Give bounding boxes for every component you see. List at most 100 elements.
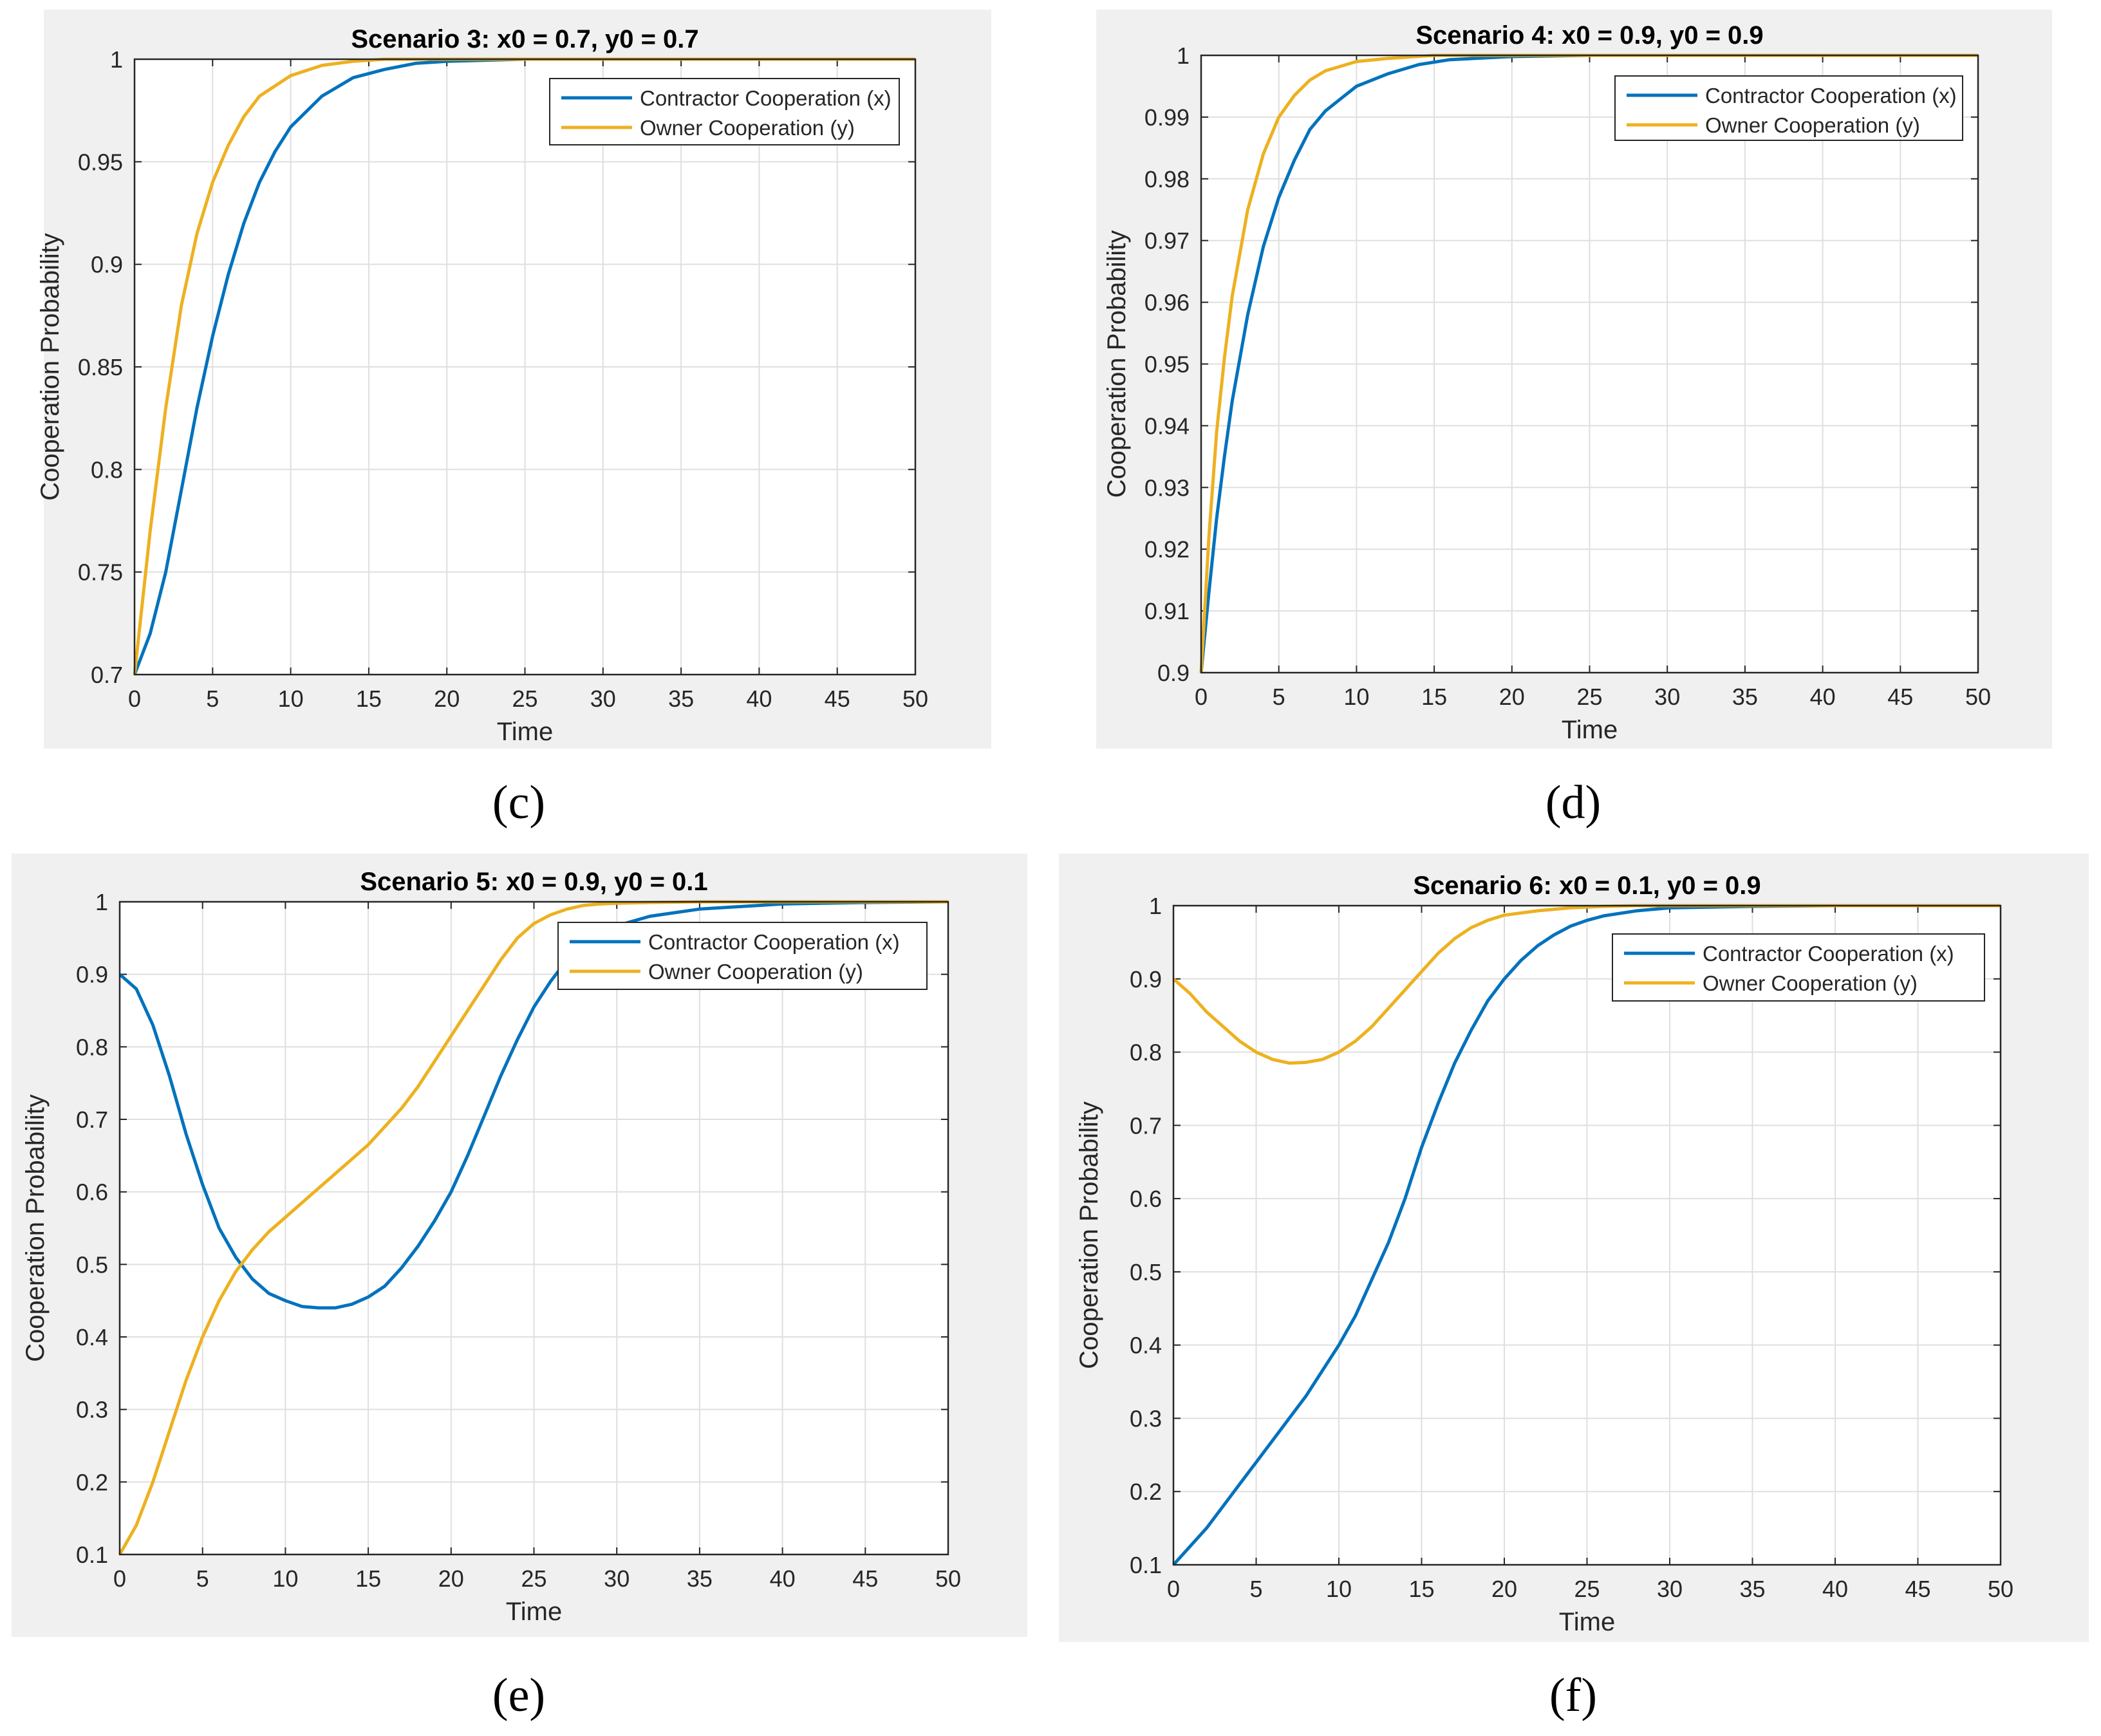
- x-tick-label: 25: [1576, 684, 1602, 710]
- chart-title: Scenario 3: x0 = 0.7, y0 = 0.7: [351, 25, 698, 53]
- x-tick-label: 20: [1491, 1576, 1517, 1602]
- chart-svg-scenario-3: 0 5 10 15 20 25 30 35 40 45 50 0.7 0.75 0.8 0.85 0.9 0.9…: [36, 25, 928, 746]
- chart-panel-scenario-6: 0 5 10 15 20 25 30 35 40 45 50 0.1 0.2 0.3 0.4 0.5 0.6 0.…: [1059, 854, 2089, 1642]
- x-tick-label: 15: [1421, 684, 1447, 710]
- x-tick-label: 40: [746, 686, 772, 712]
- x-tick-label: 30: [1657, 1576, 1683, 1602]
- y-tick-label: 0.5: [76, 1251, 108, 1278]
- figure-label-e: (e): [492, 1669, 546, 1722]
- x-axis-label: Time: [1562, 716, 1618, 744]
- x-tick-label: 40: [770, 1565, 796, 1592]
- x-tick-label: 10: [1343, 684, 1369, 710]
- y-tick-label: 0.6: [1130, 1186, 1162, 1212]
- x-tick-label: 10: [1326, 1576, 1352, 1602]
- x-tick-label: 20: [434, 686, 460, 712]
- x-tick-label: 15: [356, 686, 382, 712]
- x-tick-label: 35: [1732, 684, 1758, 710]
- x-tick-label: 10: [272, 1565, 298, 1592]
- y-tick-label: 0.1: [1130, 1552, 1162, 1578]
- axes-box: [118, 901, 949, 1556]
- x-tick-label: 35: [687, 1565, 713, 1592]
- legend-label-contractor: Contractor Cooperation (x): [1703, 942, 1954, 966]
- chart-svg-scenario-5: 0 5 10 15 20 25 30 35 40 45 50 0.1 0.2 0.3 0.4 0.5 0.6 0.…: [21, 868, 961, 1626]
- y-tick-label: 0.91: [1144, 598, 1190, 624]
- legend-box: [549, 78, 900, 145]
- legend-label-contractor: Contractor Cooperation (x): [1705, 84, 1957, 107]
- legend-label-contractor: Contractor Cooperation (x): [648, 930, 900, 954]
- legend: Contractor Cooperation (x) Owner Cooperat…: [1614, 75, 1963, 141]
- y-tick-label: 0.85: [78, 354, 123, 380]
- x-tick-label: 5: [1249, 1576, 1262, 1602]
- y-tick-label: 0.9: [1130, 966, 1162, 993]
- figure-label-c: (c): [492, 776, 546, 829]
- x-tick-label: 25: [521, 1565, 546, 1592]
- y-tick-label: 0.5: [1130, 1259, 1162, 1285]
- y-tick-label: 0.8: [1130, 1040, 1162, 1066]
- x-tick-label: 0: [1167, 1576, 1180, 1602]
- y-tick-label: 0.8: [76, 1034, 108, 1060]
- y-tick-label: 1: [1177, 42, 1190, 69]
- y-tick-label: 0.75: [78, 559, 123, 586]
- x-tick-label: 45: [852, 1565, 878, 1592]
- legend: Contractor Cooperation (x) Owner Cooperat…: [549, 78, 900, 145]
- axes-box: [1172, 904, 2002, 1566]
- y-axis-label: Cooperation Probability: [36, 233, 64, 501]
- y-tick-label: 0.94: [1144, 413, 1190, 439]
- x-tick-label: 30: [1654, 684, 1680, 710]
- x-tick-label: 5: [1273, 684, 1285, 710]
- legend: Contractor Cooperation (x) Owner Cooperat…: [1612, 933, 1985, 1002]
- y-tick-label: 1: [1149, 893, 1162, 919]
- x-tick-label: 20: [438, 1565, 464, 1592]
- chart-title: Scenario 6: x0 = 0.1, y0 = 0.9: [1413, 872, 1760, 900]
- x-tick-label: 50: [1988, 1576, 2013, 1602]
- legend-label-contractor: Contractor Cooperation (x): [640, 86, 892, 110]
- y-tick-label: 0.1: [76, 1542, 108, 1568]
- figure-label-d: (d): [1545, 776, 1601, 829]
- y-tick-label: 0.9: [76, 962, 108, 988]
- chart-svg-scenario-4: 0 5 10 15 20 25 30 35 40 45 50 0.9 0.91 0.92 0.93 0.94 0…: [1103, 21, 1991, 744]
- y-tick-label: 0.9: [1157, 660, 1190, 686]
- axes-box: [133, 58, 917, 676]
- x-tick-label: 50: [935, 1565, 961, 1592]
- x-tick-label: 35: [1739, 1576, 1765, 1602]
- x-tick-label: 10: [278, 686, 304, 712]
- legend-label-owner: Owner Cooperation (y): [648, 960, 863, 984]
- y-tick-label: 0.7: [1130, 1112, 1162, 1139]
- y-tick-label: 0.6: [76, 1179, 108, 1206]
- legend-label-owner: Owner Cooperation (y): [1705, 113, 1920, 137]
- chart-panel-scenario-4: 0 5 10 15 20 25 30 35 40 45 50 0.9 0.91 0.92 0.93 0.94 0…: [1096, 10, 2052, 749]
- series-line-owner: [118, 900, 948, 1556]
- y-axis-label: Cooperation Probability: [1075, 1101, 1103, 1369]
- x-tick-label: 45: [1887, 684, 1913, 710]
- x-tick-label: 5: [206, 686, 219, 712]
- series-line-contractor: [1172, 904, 2001, 1566]
- legend-label-owner: Owner Cooperation (y): [1703, 971, 1918, 995]
- x-axis-label: Time: [1559, 1608, 1615, 1636]
- legend-box: [1612, 933, 1985, 1002]
- chart-panel-scenario-3: 0 5 10 15 20 25 30 35 40 45 50 0.7 0.75 0.8 0.85 0.9 0.9…: [36, 10, 991, 749]
- x-tick-label: 5: [196, 1565, 209, 1592]
- y-tick-label: 0.7: [91, 662, 123, 688]
- y-tick-label: 0.2: [1130, 1479, 1162, 1505]
- y-tick-label: 0.95: [78, 149, 123, 175]
- x-tick-label: 0: [113, 1565, 126, 1592]
- y-axis-label: Cooperation Probability: [1103, 230, 1131, 498]
- x-tick-label: 25: [512, 686, 537, 712]
- y-tick-label: 0.97: [1144, 228, 1190, 254]
- x-tick-label: 50: [902, 686, 928, 712]
- y-tick-label: 0.4: [76, 1324, 108, 1350]
- x-axis-label: Time: [497, 718, 553, 746]
- y-tick-label: 0.95: [1144, 351, 1190, 378]
- x-tick-label: 20: [1499, 684, 1525, 710]
- y-tick-label: 0.92: [1144, 536, 1190, 563]
- y-tick-label: 0.8: [91, 456, 123, 483]
- y-tick-label: 0.99: [1144, 104, 1190, 131]
- x-tick-label: 30: [604, 1565, 630, 1592]
- chart-title: Scenario 5: x0 = 0.9, y0 = 0.1: [360, 868, 707, 896]
- y-tick-label: 0.4: [1130, 1332, 1162, 1359]
- x-tick-label: 0: [1195, 684, 1208, 710]
- x-tick-label: 45: [1905, 1576, 1930, 1602]
- legend: Contractor Cooperation (x) Owner Cooperat…: [557, 922, 928, 990]
- x-tick-label: 15: [355, 1565, 381, 1592]
- chart-panel-scenario-5: 0 5 10 15 20 25 30 35 40 45 50 0.1 0.2 0.3 0.4 0.5 0.6 0.…: [12, 854, 1027, 1637]
